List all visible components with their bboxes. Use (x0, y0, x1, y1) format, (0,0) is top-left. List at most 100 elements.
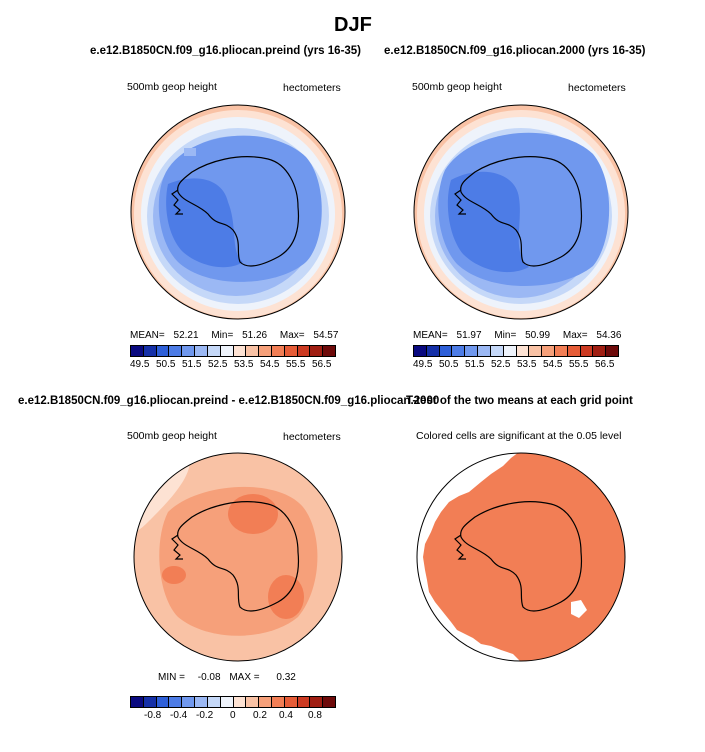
max-value: 0.32 (276, 672, 296, 683)
colorbar-cell (323, 346, 335, 356)
min-label: MIN = (158, 672, 185, 683)
max-value: 54.36 (596, 330, 622, 341)
colorbar-cell (503, 346, 517, 356)
tick-label: -0.4 (170, 710, 188, 721)
tick-label: 52.5 (491, 359, 511, 370)
units-label-top-left: hectometers (283, 82, 341, 94)
colorbar-cell (233, 697, 247, 707)
map-bottom-left (133, 452, 343, 662)
colorbar-cell (323, 697, 335, 707)
units-label-bottom-left: hectometers (283, 431, 341, 443)
tick-label: 0.2 (253, 710, 267, 721)
tick-label: 52.5 (208, 359, 228, 370)
significance-note: Colored cells are significant at the 0.0… (416, 430, 622, 442)
subtitle-bottom-right: T-test of the two means at each grid poi… (406, 395, 633, 407)
fill-band (228, 494, 278, 534)
colorbar-ticks-top-right: 49.5 50.5 51.5 52.5 53.5 54.5 55.5 56.5 (413, 359, 619, 373)
colorbar-cell (284, 697, 298, 707)
variable-label-bottom-left: 500mb geop height (127, 430, 217, 442)
figure-title: DJF (334, 14, 372, 36)
tick-label: -0.2 (196, 710, 214, 721)
variable-label-top-right: 500mb geop height (412, 81, 502, 93)
tick-label: 55.5 (286, 359, 306, 370)
coastline (454, 156, 583, 267)
coastline (171, 501, 300, 612)
min-value: -0.08 (197, 672, 221, 683)
colorbar-cell (542, 346, 555, 356)
stats-top-left: MEAN= 52.21 Min= 51.26 Max= 54.57 (130, 330, 338, 341)
subtitle-bottom-left: e.e12.B1850CN.f09_g16.pliocan.preind - e… (18, 395, 440, 407)
mean-label: MEAN= (130, 330, 165, 341)
colorbar-cell (529, 346, 543, 356)
colorbar-cell (195, 346, 208, 356)
colorbar-top-left (130, 345, 336, 357)
colorbar-cell (580, 346, 594, 356)
colorbar-cell (156, 346, 170, 356)
colorbar-cell (259, 697, 272, 707)
colorbar-cell (259, 346, 272, 356)
colorbar-cell (465, 346, 479, 356)
max-value: 54.57 (313, 330, 339, 341)
colorbar-cell (246, 346, 260, 356)
colorbar-cell (606, 346, 618, 356)
tick-label: 51.5 (182, 359, 202, 370)
min-label: Min= (211, 330, 234, 341)
colorbar-cell (297, 346, 311, 356)
colorbar-bottom-left (130, 696, 336, 708)
map-top-left (130, 104, 346, 320)
colorbar-cell (233, 346, 247, 356)
colorbar-cell (143, 346, 157, 356)
tick-label: -0.8 (144, 710, 162, 721)
colorbar-cell (207, 346, 221, 356)
colorbar-cell (516, 346, 530, 356)
max-label: Max= (279, 330, 305, 341)
colorbar-cell (246, 697, 260, 707)
tick-label: 50.5 (439, 359, 459, 370)
coastline (171, 156, 300, 267)
colorbar-cell (207, 697, 221, 707)
tick-label: 49.5 (413, 359, 433, 370)
variable-label-top-left: 500mb geop height (127, 81, 217, 93)
colorbar-cell (271, 697, 285, 707)
colorbar-cell (310, 346, 324, 356)
colorbar-cell (426, 346, 440, 356)
colorbar-cell (131, 697, 144, 707)
colorbar-cell (156, 697, 170, 707)
fill-band (162, 566, 186, 584)
stats-top-right: MEAN= 51.97 Min= 50.99 Max= 54.36 (413, 330, 621, 341)
tick-label: 55.5 (569, 359, 589, 370)
fill-band (447, 171, 529, 273)
mean-label: MEAN= (413, 330, 448, 341)
colorbar-cell (182, 346, 196, 356)
subtitle-top-left: e.e12.B1850CN.f09_g16.pliocan.preind (yr… (90, 45, 362, 57)
coastline (454, 501, 583, 612)
mean-value: 52.21 (173, 330, 199, 341)
min-value: 51.26 (242, 330, 268, 341)
tick-label: 49.5 (130, 359, 150, 370)
colorbar-cell (169, 697, 183, 707)
tick-label: 0 (230, 710, 236, 721)
colorbar-top-right (413, 345, 619, 357)
tick-label: 56.5 (595, 359, 615, 370)
colorbar-cell (478, 346, 491, 356)
colorbar-cell (220, 697, 234, 707)
map-top-right (413, 104, 629, 320)
mean-value: 51.97 (456, 330, 482, 341)
colorbar-cell (414, 346, 427, 356)
fill-band (184, 148, 196, 156)
colorbar-cell (593, 346, 607, 356)
colorbar-cell (310, 697, 324, 707)
max-label: MAX = (229, 672, 260, 683)
min-label: Min= (494, 330, 517, 341)
colorbar-ticks-top-left: 49.5 50.5 51.5 52.5 53.5 54.5 55.5 56.5 (130, 359, 336, 373)
tick-label: 50.5 (156, 359, 176, 370)
colorbar-cell (169, 346, 183, 356)
tick-label: 51.5 (465, 359, 485, 370)
tick-label: 54.5 (260, 359, 280, 370)
colorbar-cell (490, 346, 504, 356)
colorbar-cell (567, 346, 581, 356)
units-label-top-right: hectometers (568, 82, 626, 94)
colorbar-cell (452, 346, 466, 356)
tick-label: 54.5 (543, 359, 563, 370)
colorbar-cell (271, 346, 285, 356)
